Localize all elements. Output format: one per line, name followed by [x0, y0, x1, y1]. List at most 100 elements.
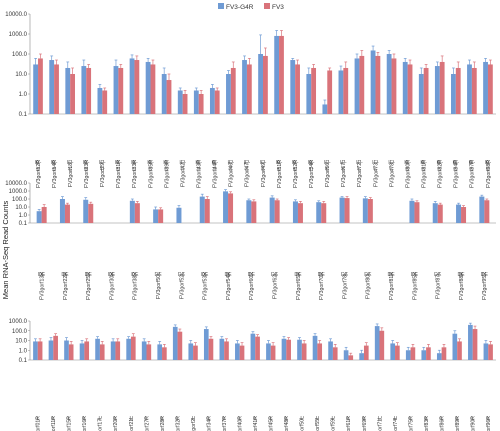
group-label: IE- [436, 160, 443, 166]
bar-fv3 [343, 67, 349, 114]
category-label: FV3gorf52L [179, 272, 185, 299]
category-label: FV3gorf15R [67, 416, 73, 431]
bar-fv3 [439, 61, 445, 114]
group-label: IE- [147, 160, 154, 166]
group-label: DE [457, 272, 465, 278]
bar-fv3 [423, 67, 429, 114]
bar-fv3-g4r [434, 66, 440, 114]
bar-fv3-g4r [306, 74, 312, 114]
bar-fv3-g4r [95, 338, 100, 360]
group-label: L [36, 416, 39, 422]
category-label: FV3gorf56L [325, 160, 331, 187]
category-label: FV3gorf17L [98, 416, 104, 431]
category-label: FV3gorf97R [470, 160, 476, 188]
bar-fv3-g4r [129, 58, 135, 114]
category-label: FV3gorf51R [277, 160, 283, 188]
category-label: FV3gorf80R [405, 160, 411, 188]
y-tick-label: 10.0 [15, 205, 27, 211]
bar-fv3 [263, 55, 268, 114]
bar-fv3-g4r [452, 333, 458, 360]
bar-fv3 [367, 199, 373, 223]
bar-fv3 [332, 347, 338, 360]
group-label: IE- [485, 160, 492, 166]
category-label: FV3gorf42L [180, 160, 186, 187]
y-axis-label: Mean RNA-Seq Read Counts [1, 201, 10, 300]
bar-fv3 [488, 344, 493, 360]
bar-fv3 [68, 344, 74, 360]
bar-fv3 [297, 203, 303, 223]
bar-fv3 [204, 199, 210, 223]
bar-fv3 [99, 344, 105, 360]
category-label: FV3gorf81R [389, 272, 395, 300]
group-label: S [326, 167, 330, 173]
group-label: L [207, 416, 210, 422]
group-label: IE- [163, 160, 170, 166]
category-label: FV3gorf39R [164, 160, 170, 188]
bar-fv3 [414, 202, 420, 223]
category-label: FV3gorf61R [346, 416, 352, 431]
bar-fv3-g4r [468, 324, 473, 360]
bar-fv3 [177, 331, 183, 360]
bar-fv3-g4r [312, 335, 318, 360]
bar-fv3 [130, 336, 136, 360]
group-label: IE- [340, 160, 347, 166]
bar-fv3 [53, 335, 58, 360]
bar-fv3 [487, 64, 493, 114]
category-label: FV3gorf16R [82, 416, 88, 431]
y-tick-label: 1000.0 [9, 319, 28, 325]
bar-fv3-g4r [409, 200, 415, 223]
bar-fv3-g4r [281, 338, 287, 360]
bar-fv3 [395, 345, 400, 360]
group-label: L [67, 416, 70, 422]
bar-fv3 [102, 90, 108, 114]
bar-fv3 [455, 67, 461, 114]
category-label: FV3gorf75R [408, 416, 414, 431]
group-label: DE [178, 272, 186, 278]
y-tick-label: 10.0 [15, 339, 27, 345]
bar-fv3-g4r [405, 350, 411, 360]
bar-fv3 [146, 344, 152, 360]
bar-fv3 [301, 343, 307, 360]
bar-fv3 [407, 64, 413, 114]
category-label: FV3gorf85R [412, 272, 418, 300]
category-label: FV3gorf72L [357, 160, 363, 187]
bar-fv3-g4r [242, 60, 247, 114]
group-label: IE- [372, 160, 379, 166]
group-label: L [254, 416, 257, 422]
bar-fv3 [158, 209, 164, 223]
group-label: S [245, 167, 249, 173]
bar-fv3 [472, 329, 478, 360]
group-label: IE- [67, 160, 74, 166]
group-label: L [378, 416, 381, 422]
category-label: FV3gorf54R [226, 272, 232, 300]
bar-fv3-g4r [172, 326, 178, 360]
bar-fv3-g4r [292, 201, 298, 223]
bar-fv3 [363, 345, 369, 360]
bar-fv3 [295, 64, 300, 114]
group-label: DE [294, 272, 302, 278]
legend-label-fv3-g4r: FV3-G4R [226, 4, 254, 11]
group-label: L [363, 416, 366, 422]
category-label: FV3gorf59L [331, 416, 337, 431]
group-label: L [192, 416, 195, 422]
group-label: IE- [356, 160, 363, 166]
category-label: FV3gorf11R [51, 416, 57, 431]
bar-fv3-g4r [402, 61, 408, 114]
category-label: FV3gorf78L [389, 160, 395, 187]
bar-fv3-g4r [64, 340, 69, 360]
group-label: DE [61, 272, 69, 278]
bar-fv3 [344, 198, 350, 223]
panel-2: 0.11.010.0100.01000.010000.0FV3gorf13RDE… [5, 181, 496, 300]
bar-fv3 [166, 80, 172, 114]
group-label: DE [318, 272, 326, 278]
group-label: S [438, 167, 442, 173]
group-label: IE- [292, 160, 299, 166]
group-label: IE- [453, 160, 460, 166]
bar-fv3-g4r [59, 199, 65, 223]
group-label: L [300, 416, 303, 422]
group-label: DE [271, 272, 279, 278]
bar-fv3 [279, 35, 284, 114]
group-label: L [425, 416, 428, 422]
bar-fv3-g4r [129, 200, 135, 223]
